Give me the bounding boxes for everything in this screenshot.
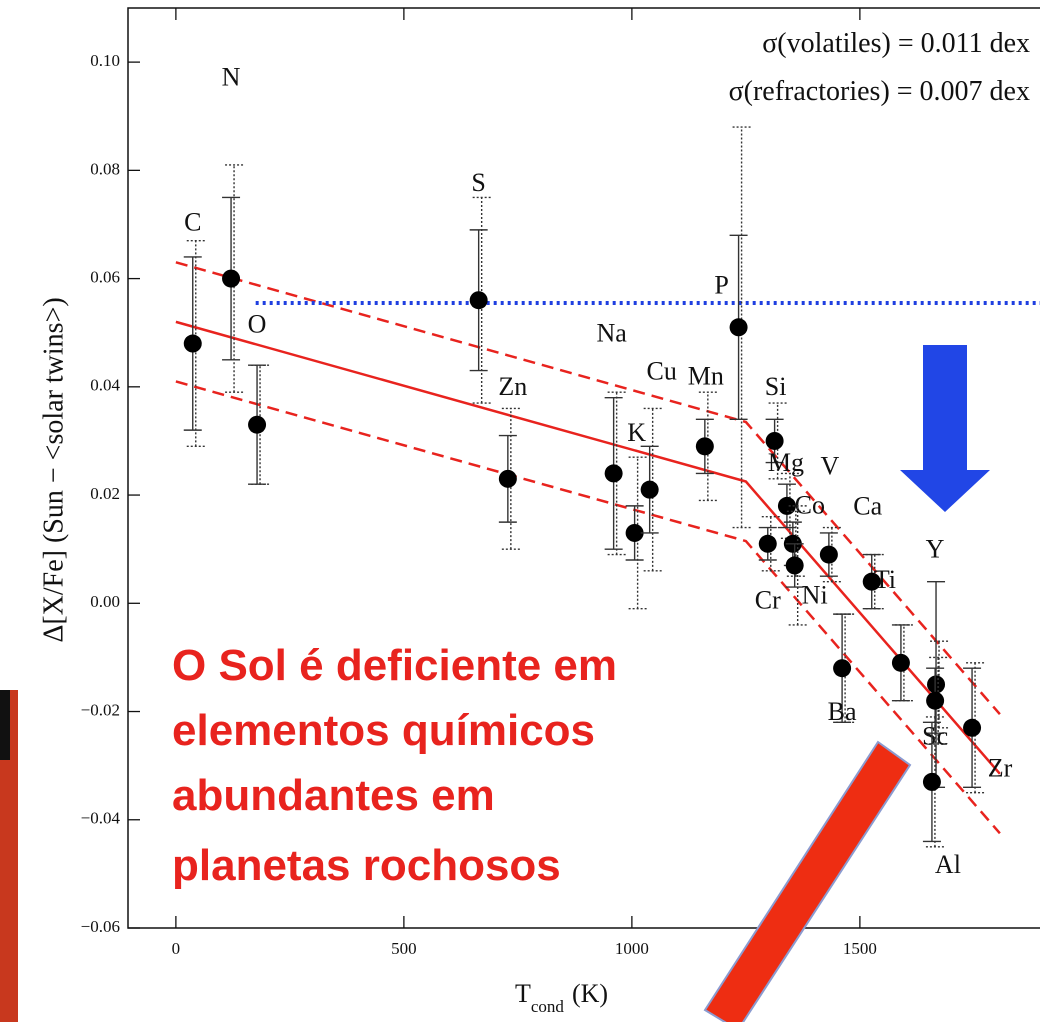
y-tick-label: −0.06 [81, 917, 120, 936]
background-fragment [0, 690, 10, 760]
data-point [819, 545, 838, 564]
data-point [833, 659, 852, 678]
x-axis-label-main: T [515, 979, 531, 1008]
point-label: V [820, 452, 839, 481]
point-label: N [222, 63, 241, 92]
point-label: Mn [688, 361, 724, 390]
data-point [765, 431, 784, 450]
point-label: Zr [988, 754, 1013, 783]
trend-line [175, 261, 1001, 716]
data-point [222, 269, 241, 288]
pointer-bar [703, 740, 912, 1022]
error-bar-dotted [788, 505, 807, 626]
point-label: Ba [828, 697, 857, 726]
x-tick-label: 0 [172, 939, 181, 958]
x-axis-label: Tcond (K) [515, 979, 608, 1016]
error-bar-dotted [472, 196, 491, 404]
point-label: O [248, 310, 267, 339]
x-tick-label: 500 [391, 939, 417, 958]
error-bar-dotted [186, 240, 205, 448]
plot-area: −0.06 −0.04 −0.02 0.00 0.02 0.04 0.06 0.08 0.10 0… [81, 7, 1040, 958]
data-point [926, 691, 945, 710]
data-point [891, 653, 910, 672]
data-point [785, 556, 804, 575]
y-tick-label: 0.02 [90, 484, 120, 503]
data-point [862, 572, 881, 591]
y-axis-label: Δ[X/Fe] (Sun − <solar twins>) [38, 297, 69, 642]
x-tick-label: 1000 [615, 939, 649, 958]
error-bar-dotted [698, 391, 717, 502]
x-tick-label: 1500 [843, 939, 877, 958]
point-label: S [471, 168, 485, 197]
data-point [469, 291, 488, 310]
point-label: Co [795, 491, 825, 520]
plot-frame [127, 7, 1040, 929]
y-tick-label: 0.04 [90, 376, 120, 395]
error-bar-dotted [628, 456, 647, 610]
point-label: Cu [646, 357, 676, 386]
error-bar-dotted [822, 526, 841, 583]
point-label: C [184, 207, 201, 236]
trend-line [175, 320, 1001, 775]
data-point [183, 334, 202, 353]
point-label: Ni [802, 580, 828, 609]
y-tick-label: −0.04 [81, 809, 121, 828]
y-tick-label: 0.08 [90, 159, 120, 178]
point-label: Zn [498, 372, 527, 401]
data-point [729, 318, 748, 337]
annotation: σ(refractories) = 0.007 dex [729, 76, 1030, 107]
trend-line [175, 380, 1001, 835]
point-label: Na [596, 318, 627, 347]
error-bar-dotted [761, 516, 780, 572]
y-tick-label: 0.06 [90, 267, 120, 286]
message-line: planetas rochosos [172, 841, 561, 890]
data-point [498, 469, 517, 488]
data-point [922, 772, 941, 791]
annotation: σ(volatiles) = 0.011 dex [762, 28, 1030, 59]
point-label: Cr [755, 586, 781, 615]
data-point [248, 415, 267, 434]
data-point [777, 496, 796, 515]
data-point [695, 437, 714, 456]
data-point [625, 523, 644, 542]
point-label: Mg [768, 448, 804, 477]
point-label: Al [935, 850, 961, 879]
data-point [758, 534, 777, 553]
data-point [927, 675, 946, 694]
message-line: abundantes em [172, 771, 495, 820]
data-point [963, 718, 982, 737]
background-fragment [0, 690, 18, 1022]
y-tick-label: 0.10 [90, 51, 120, 70]
y-tick-label: −0.02 [81, 700, 120, 719]
point-label: Ca [853, 492, 882, 521]
error-bar-dotted [930, 640, 949, 729]
x-axis-label-unit: (K) [572, 979, 608, 1008]
point-label: Y [926, 534, 945, 563]
data-point [604, 464, 623, 483]
message-line: elementos químicos [172, 706, 595, 755]
error-bar-dotted [501, 407, 520, 550]
data-point [640, 480, 659, 499]
error-bar-dotted [929, 656, 948, 745]
x-axis-label-sub: cond [531, 997, 565, 1016]
arrow [900, 345, 990, 512]
point-label: Ti [874, 565, 896, 594]
point-label: K [627, 418, 646, 447]
point-label: P [714, 270, 728, 299]
message-line: O Sol é deficiente em [172, 641, 617, 690]
point-label: Si [765, 372, 787, 401]
y-tick-label: 0.00 [90, 592, 120, 611]
